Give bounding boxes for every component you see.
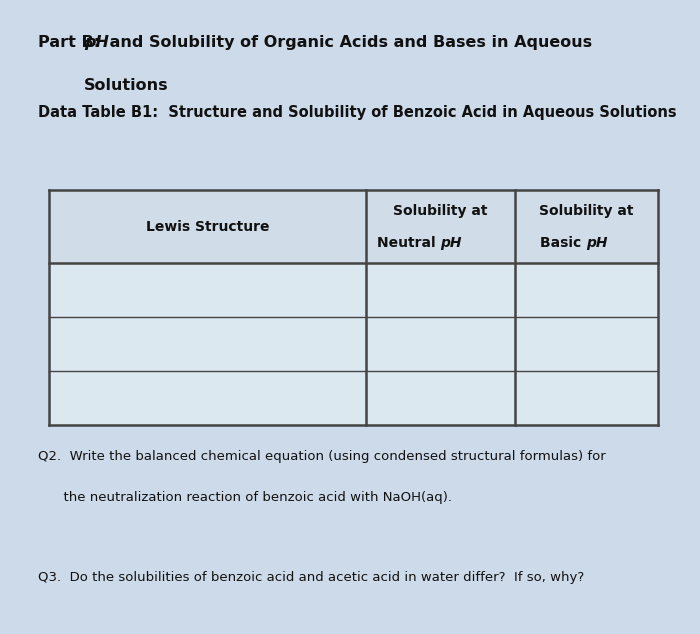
- Text: Basic: Basic: [540, 235, 587, 250]
- Text: Lewis Structure: Lewis Structure: [146, 219, 269, 234]
- Text: the neutralization reaction of benzoic acid with NaOH(aq).: the neutralization reaction of benzoic a…: [38, 491, 452, 505]
- Text: Part B:: Part B:: [38, 35, 112, 50]
- Text: Data Table B1:  Structure and Solubility of Benzoic Acid in Aqueous Solutions: Data Table B1: Structure and Solubility …: [38, 105, 677, 120]
- Text: Solubility at: Solubility at: [393, 204, 487, 218]
- Text: Neutral: Neutral: [377, 235, 440, 250]
- Bar: [49, 190, 658, 263]
- Text: Q2.  Write the balanced chemical equation (using condensed structural formulas) : Q2. Write the balanced chemical equation…: [38, 450, 606, 463]
- Text: Q3.  Do the solubilities of benzoic acid and acetic acid in water differ?  If so: Q3. Do the solubilities of benzoic acid …: [38, 571, 584, 584]
- Text: pH: pH: [440, 235, 462, 250]
- Bar: [49, 190, 658, 425]
- Text: Solubility at: Solubility at: [539, 204, 634, 218]
- Text: Solutions: Solutions: [84, 78, 169, 93]
- Text: pH: pH: [587, 235, 608, 250]
- Text: and Solubility of Organic Acids and Bases in Aqueous: and Solubility of Organic Acids and Base…: [104, 35, 592, 50]
- Text: pH: pH: [84, 35, 109, 50]
